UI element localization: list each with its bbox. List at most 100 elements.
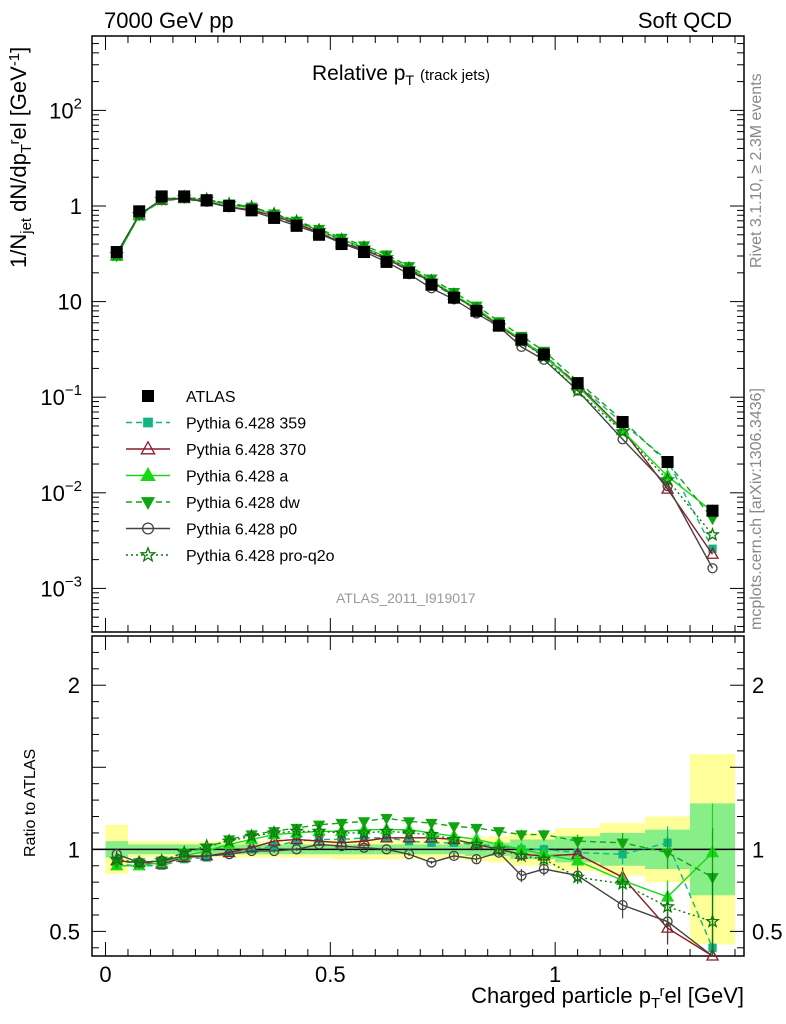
marker-circle — [358, 842, 370, 853]
marker-circle — [381, 844, 392, 855]
marker-star — [244, 828, 260, 843]
marker-circle — [448, 850, 460, 862]
y-tick-label: 10−1 — [40, 382, 82, 410]
y-tick-exponent: 2 — [74, 95, 82, 112]
atlas-point — [470, 304, 483, 317]
atlas-point — [515, 333, 528, 346]
tick-labels: 102 1 10 10−1 10−2 10−3 0.5 0.5 1 1 2 2 0 0.5 1 — [40, 95, 782, 987]
marker-triangle-down — [380, 814, 393, 825]
marker-circle — [268, 845, 280, 857]
y-tick-label: 10 — [58, 290, 82, 315]
atlas-point — [313, 228, 326, 241]
marker-triangle — [222, 845, 236, 858]
ratio-y-tick-label-right: 0.5 — [752, 919, 783, 944]
marker-star — [131, 854, 147, 869]
marker-star — [311, 823, 327, 838]
x-tick-label: 0.5 — [315, 962, 346, 987]
marker-star — [289, 823, 305, 838]
marker-triangle-down — [402, 817, 416, 829]
atlas-data-points — [110, 190, 719, 517]
y-tick-label: 10−2 — [40, 478, 82, 506]
y-axis-label-ratio: Ratio to ATLAS — [22, 748, 39, 857]
ratio-panel-frame — [91, 635, 745, 957]
legend-entry: Pythia 6.428 359 — [126, 416, 306, 433]
atlas-point — [537, 348, 550, 361]
atlas-point — [155, 190, 168, 203]
marker-triangle — [705, 546, 720, 559]
marker-star — [356, 824, 372, 840]
atlas-point — [425, 278, 438, 291]
marker-star — [109, 851, 125, 866]
marker-star — [334, 824, 350, 840]
header-category-label: Soft QCD — [637, 8, 732, 33]
marker-triangle — [289, 832, 304, 845]
legend-entry: Pythia 6.428 pro-q2o — [126, 545, 335, 565]
marker-triangle — [379, 830, 394, 843]
y-tick-exponent: −1 — [65, 382, 82, 399]
atlas-point — [403, 266, 416, 279]
legend-label: Pythia 6.428 pro-q2o — [186, 548, 335, 565]
atlas-point — [268, 211, 281, 224]
atlas-point — [110, 246, 123, 259]
series-line-main — [116, 197, 713, 513]
legend-entry: Pythia 6.428 370 — [126, 440, 306, 459]
atlas-point — [616, 416, 629, 429]
legend: ATLAS Pythia 6.428 359 Pythia 6.428 370 Pyt… — [126, 389, 335, 565]
marker-triangle-down — [447, 822, 461, 834]
marker-circle — [336, 840, 347, 852]
marker-triangle — [267, 833, 281, 846]
marker-star — [615, 875, 631, 891]
marker-circle — [538, 863, 550, 875]
atlas-point — [358, 246, 371, 259]
marker-circle — [426, 857, 437, 868]
y-tick-label: 10−3 — [40, 573, 82, 601]
marker-triangle-down — [537, 830, 551, 842]
y-tick-label: 102 — [49, 95, 82, 123]
marker-star — [536, 851, 552, 866]
atlas-point — [335, 238, 348, 251]
marker-star — [199, 838, 215, 853]
marker-triangle — [660, 481, 675, 494]
legend-label: ATLAS — [186, 389, 236, 406]
main-panel-frame — [91, 35, 745, 633]
ratio-y-tick-label: 1 — [68, 837, 80, 862]
marker-star — [491, 841, 507, 856]
analysis-id-label: ATLAS_2011_I919017 — [336, 590, 476, 606]
atlas-point — [178, 190, 191, 203]
marker-circle — [471, 854, 482, 865]
marker-triangle-down — [571, 836, 584, 848]
marker-triangle — [571, 853, 585, 866]
y-tick-label: 1 — [70, 194, 82, 219]
atlas-point — [492, 319, 505, 332]
marker-triangle-down — [492, 827, 506, 839]
legend-label: Pythia 6.428 a — [186, 469, 288, 486]
y-tick-exponent: −3 — [65, 573, 82, 590]
marker-circle — [201, 850, 212, 862]
marker-triangle — [705, 948, 720, 961]
marker-star — [154, 852, 170, 868]
marker-triangle-down — [140, 497, 156, 510]
series-line-ratio — [116, 837, 714, 949]
marker-triangle-down — [616, 838, 629, 850]
x-axis-label: Charged particle pTrel [GeV] — [471, 982, 744, 1013]
marker-star — [446, 831, 462, 846]
legend-marker-atlas — [142, 390, 154, 402]
marker-triangle-down — [661, 848, 674, 860]
series-line-ratio — [116, 843, 713, 957]
ratio-y-tick-label: 0.5 — [49, 919, 80, 944]
marker-circle — [617, 899, 628, 911]
marker-star — [660, 471, 676, 487]
atlas-point — [133, 205, 146, 218]
marker-star — [468, 836, 485, 851]
legend-label: Pythia 6.428 359 — [186, 416, 306, 433]
legend-label: Pythia 6.428 dw — [186, 495, 300, 512]
atlas-point — [290, 219, 303, 232]
marker-circle — [403, 849, 415, 860]
marker-triangle — [140, 440, 156, 455]
y-axis-label-main: 1/Njet dN/dpTrel [GeV-1] — [5, 46, 36, 268]
marker-star — [139, 545, 157, 563]
legend-entry: ATLAS — [142, 389, 236, 406]
marker-star — [401, 825, 417, 840]
series-line-main — [116, 196, 714, 536]
